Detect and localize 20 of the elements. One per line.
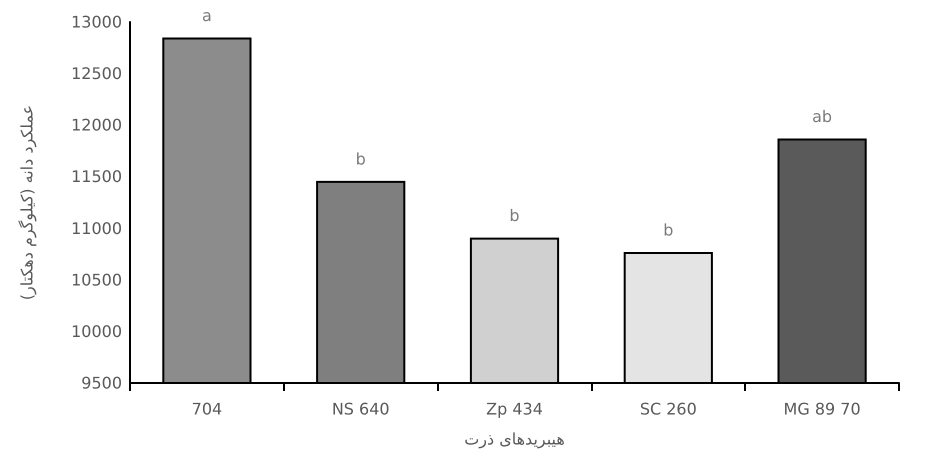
annotation: b	[509, 206, 520, 226]
y-tick-label: 9500	[81, 374, 122, 392]
y-tick-label: 12000	[71, 116, 122, 135]
x-tick-label: Zp 434	[486, 400, 543, 418]
y-tick-label: 10000	[71, 322, 122, 341]
y-tick-label: 12500	[71, 64, 122, 84]
x-tick-label: SC 260	[640, 400, 697, 418]
y-tick-label: 11500	[71, 167, 122, 186]
x-tick-label: MG 89 70	[784, 400, 861, 418]
x-tick-label: 704	[192, 400, 222, 418]
x-tick-label: NS 640	[332, 400, 390, 418]
annotation: a	[202, 6, 212, 25]
y-tick-label: 11000	[71, 218, 122, 238]
x-axis-title: هیبریدهای ذرت	[464, 430, 565, 448]
annotation: ab	[812, 107, 832, 126]
y-tick-label: 13000	[71, 12, 122, 32]
y-axis-title: عملکرد دانه (کیلوگرم دهکتار)	[18, 104, 36, 300]
annotation: b	[663, 220, 674, 240]
annotation: b	[356, 149, 366, 168]
y-tick-label: 10500	[71, 270, 122, 290]
